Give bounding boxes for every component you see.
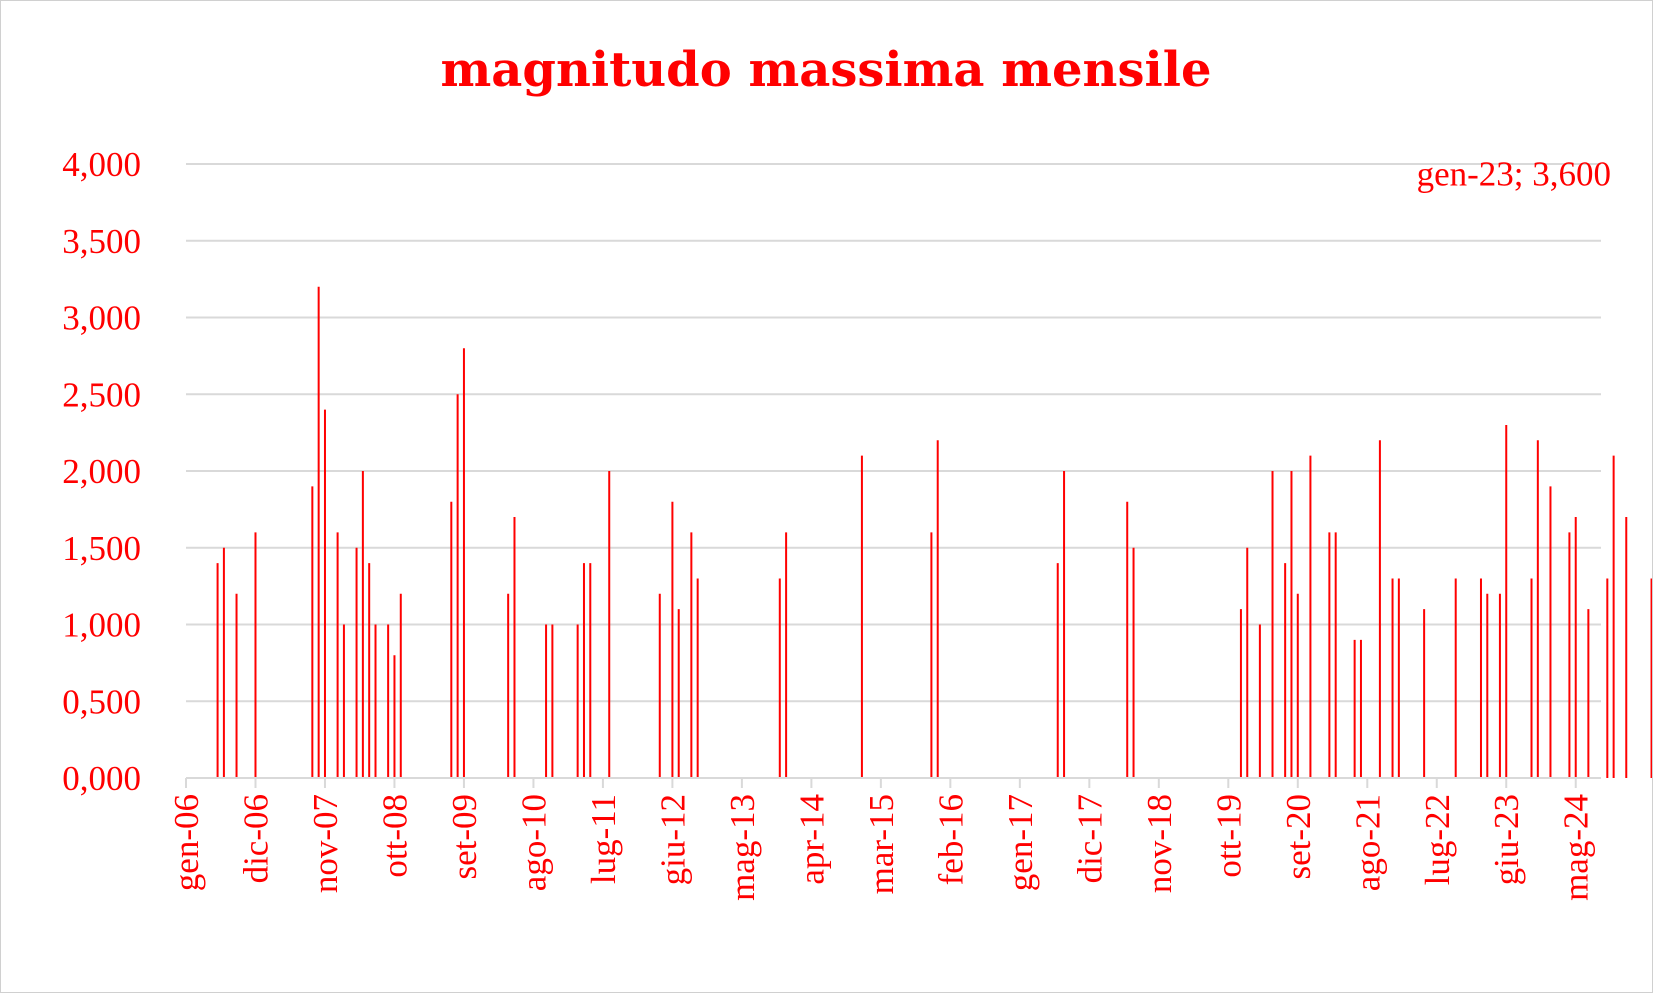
x-tick-label: gen-17 bbox=[1001, 794, 1040, 891]
max-value-annotation: gen-23; 3,600 bbox=[1417, 154, 1611, 193]
y-tick-label: 1,000 bbox=[62, 606, 141, 645]
y-tick-label: 1,500 bbox=[62, 529, 141, 568]
x-tick-label: mag-24 bbox=[1557, 794, 1596, 901]
y-tick-labels: 0,000 0,500 1,000 1,500 2,000 2,500 3,000 3,500… bbox=[62, 145, 141, 798]
x-tick-label: lug-22 bbox=[1418, 794, 1457, 885]
x-tick-label: mag-13 bbox=[723, 794, 762, 901]
x-tick-label: giu-12 bbox=[653, 794, 692, 885]
bar-series bbox=[216, 286, 1652, 778]
y-tick-label: 4,000 bbox=[62, 145, 141, 184]
y-tick-label: 2,500 bbox=[62, 375, 141, 414]
x-tick-marks bbox=[185, 778, 1577, 788]
chart-title: magnitudo massima mensile bbox=[441, 42, 1212, 98]
x-tick-label: apr-14 bbox=[792, 794, 831, 885]
x-tick-label: nov-07 bbox=[306, 794, 345, 893]
x-tick-label: gen-06 bbox=[167, 794, 206, 891]
x-tick-label: ott-19 bbox=[1209, 794, 1248, 878]
x-tick-label: set-09 bbox=[445, 794, 484, 880]
x-tick-labels: gen-06 dic-06 nov-07 ott-08 set-09 ago-10 lug-… bbox=[167, 794, 1596, 901]
x-tick-label: dic-17 bbox=[1070, 794, 1109, 883]
x-tick-label: nov-18 bbox=[1140, 794, 1179, 893]
x-tick-label: ago-21 bbox=[1348, 794, 1387, 891]
y-tick-label: 0,000 bbox=[62, 759, 141, 798]
x-tick-label: set-20 bbox=[1279, 794, 1318, 880]
x-tick-label: giu-23 bbox=[1487, 794, 1526, 885]
x-tick-label: mar-15 bbox=[862, 794, 901, 894]
x-tick-label: dic-06 bbox=[236, 794, 275, 883]
x-tick-label: lug-11 bbox=[584, 794, 623, 884]
y-tick-label: 3,000 bbox=[62, 299, 141, 338]
y-tick-label: 2,000 bbox=[62, 452, 141, 491]
y-tick-label: 3,500 bbox=[62, 222, 141, 261]
x-tick-label: feb-16 bbox=[931, 794, 970, 885]
grid-lines bbox=[186, 163, 1601, 703]
y-tick-label: 0,500 bbox=[62, 682, 141, 721]
x-tick-label: ago-10 bbox=[514, 794, 553, 891]
x-tick-label: ott-08 bbox=[375, 794, 414, 878]
